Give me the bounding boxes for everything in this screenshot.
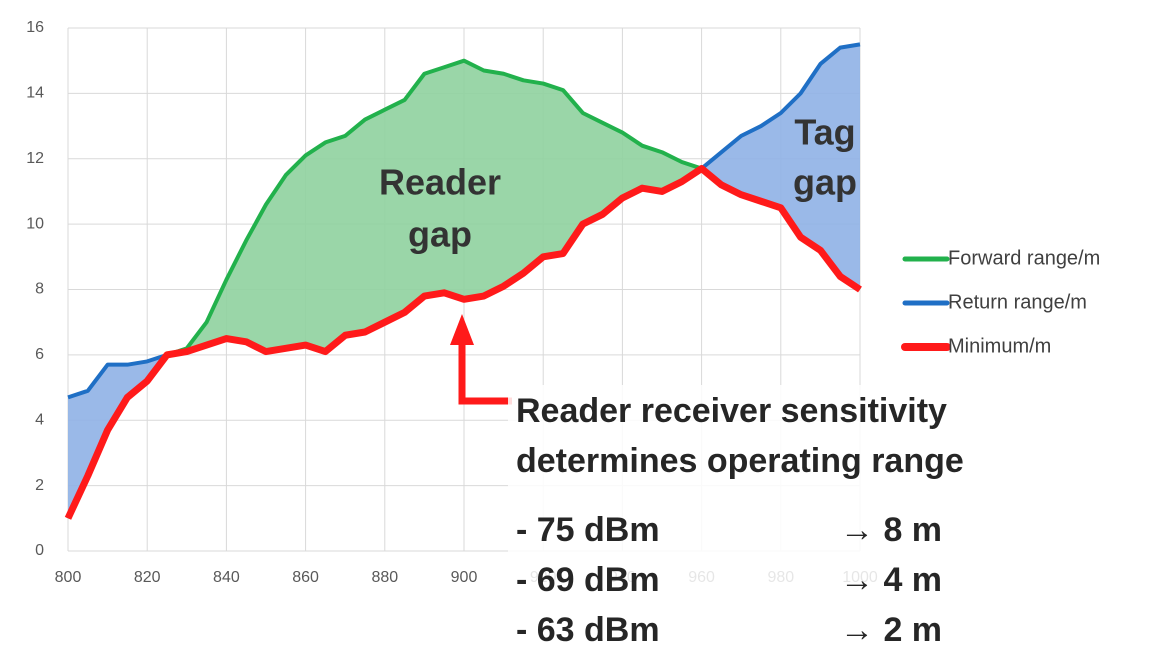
note-cell: → 2 m [840, 611, 942, 649]
series-line [64, 165, 862, 520]
x-tick-label: 860 [292, 569, 319, 586]
x-tick-label: 840 [213, 569, 240, 586]
note-cell: → 8 m [840, 511, 942, 549]
x-tick-label: 880 [371, 569, 398, 586]
y-tick-label: 16 [26, 19, 44, 36]
x-tick-label: 820 [134, 569, 161, 586]
y-tick-label: 4 [35, 411, 44, 428]
note-background [508, 385, 1098, 653]
note-cell: - 69 dBm [516, 561, 660, 599]
note-cell: → 4 m [840, 561, 942, 599]
note-line: Reader receiver sensitivity [516, 392, 947, 430]
x-tick-label: 900 [451, 569, 478, 586]
note-line: determines operating range [516, 442, 964, 480]
arrow-head [450, 314, 474, 345]
x-tick-label: 800 [55, 569, 82, 586]
gap-label: gap [793, 162, 857, 203]
legend-label: Minimum/m [948, 335, 1051, 357]
y-tick-label: 0 [35, 542, 44, 559]
gap-label: Tag [794, 112, 855, 153]
note-cell: - 75 dBm [516, 511, 660, 549]
legend-label: Return range/m [948, 291, 1087, 313]
gap-fill [68, 60, 860, 519]
gap-label: gap [408, 214, 472, 255]
y-tick-label: 14 [26, 85, 44, 102]
arrow [458, 345, 512, 405]
y-tick-label: 8 [35, 281, 44, 298]
note-cell: - 63 dBm [516, 611, 660, 649]
y-tick-label: 10 [26, 215, 44, 232]
gap-label: Reader [379, 162, 501, 203]
y-tick-label: 6 [35, 346, 44, 363]
y-tick-label: 2 [35, 477, 44, 494]
y-tick-label: 12 [26, 150, 44, 167]
legend-label: Forward range/m [948, 247, 1100, 269]
